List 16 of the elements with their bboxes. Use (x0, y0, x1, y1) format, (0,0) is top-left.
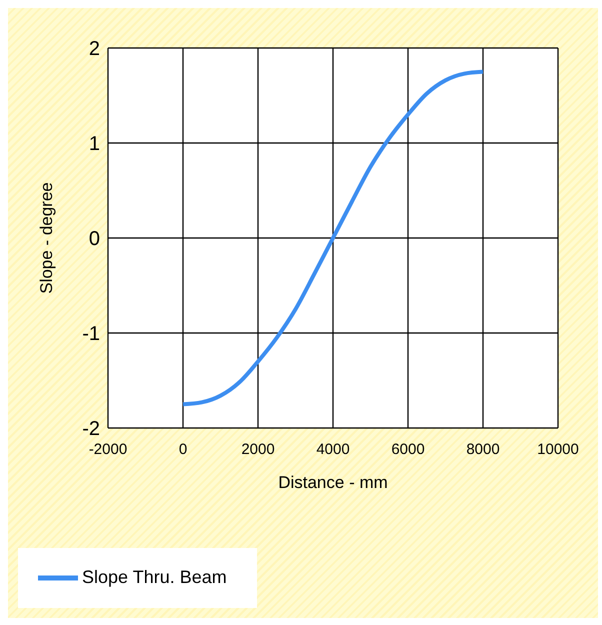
x-tick-label: -2000 (88, 441, 128, 458)
y-tick-label: 1 (88, 133, 100, 156)
x-tick-label: 4000 (316, 441, 350, 458)
x-tick-label: 2000 (241, 441, 275, 458)
x-tick-label: 8000 (466, 441, 500, 458)
y-tick-label: -1 (82, 323, 100, 346)
x-tick-label: 0 (178, 441, 188, 458)
y-axis-title: Slope - degree (37, 182, 56, 294)
y-tick-label: -2 (82, 418, 100, 440)
x-tick-label: 6000 (391, 441, 425, 458)
y-tick-label: 0 (88, 228, 100, 250)
y-tick-label: 2 (88, 38, 100, 60)
x-tick-label: 10000 (537, 441, 579, 458)
line-series (181, 70, 485, 406)
legend-label: Slope Thru. Beam (82, 566, 227, 587)
x-axis-title: Distance - mm (278, 473, 388, 492)
